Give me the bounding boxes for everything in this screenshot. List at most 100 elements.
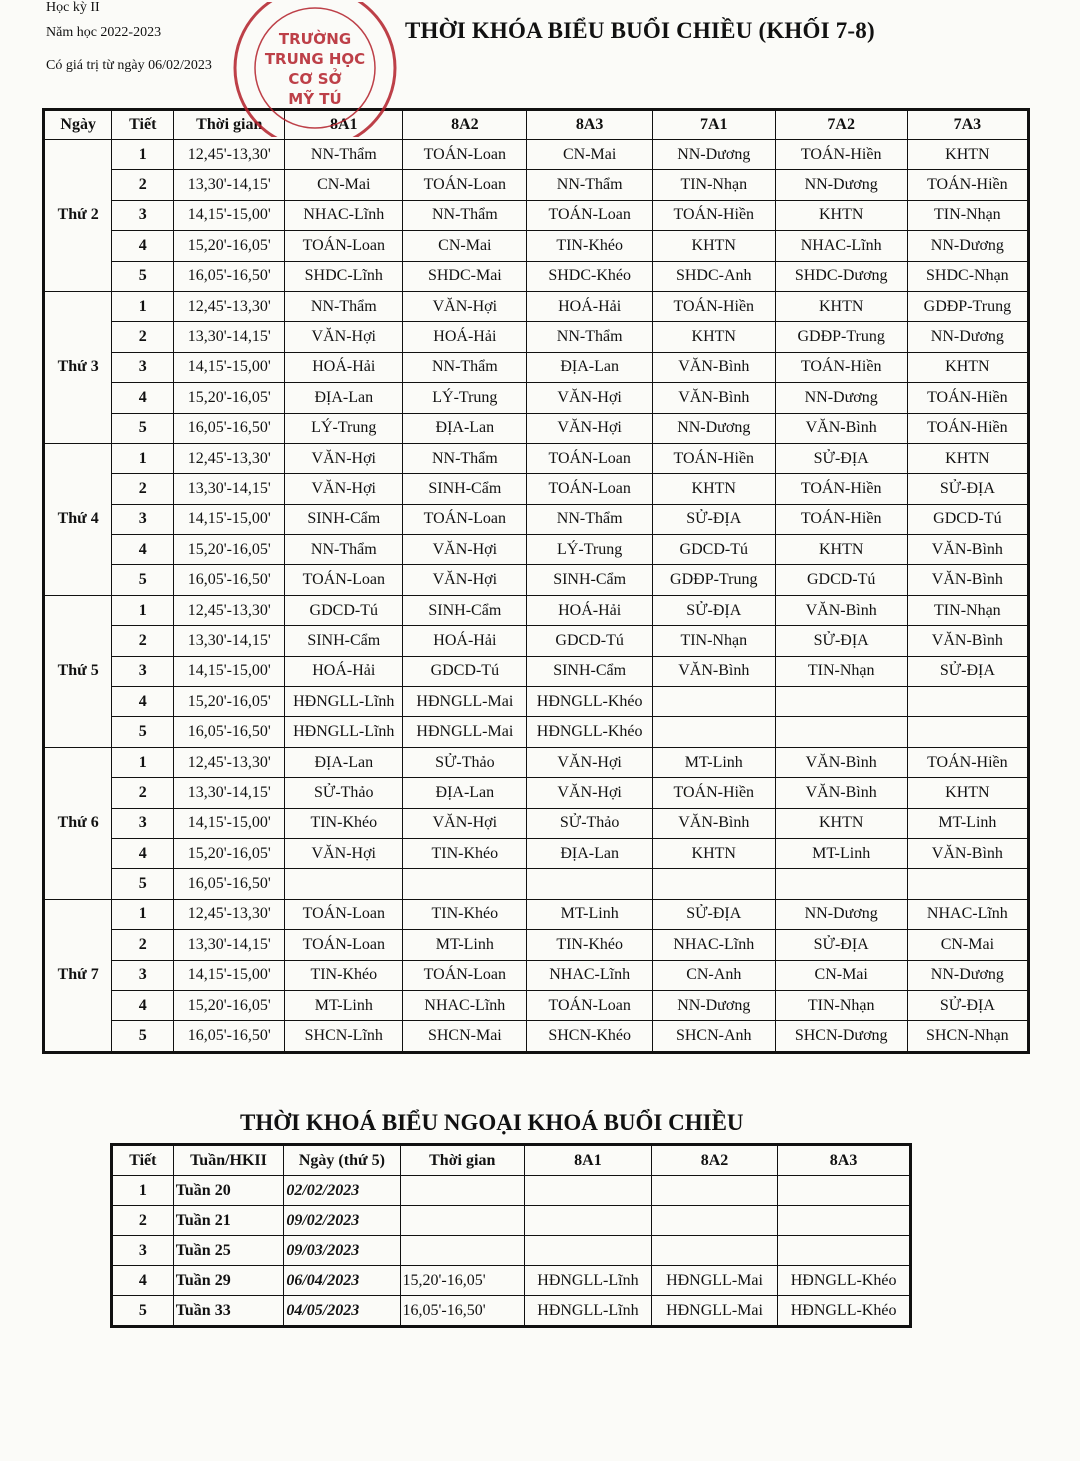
class-cell: HOÁ-Hải [402,625,528,657]
time-cell [399,1205,525,1236]
class-cell: VĂN-Hợi [284,473,404,505]
class-cell: SHCN-Nhạn [906,1020,1030,1053]
column-header: 7A1 [651,109,776,140]
table-row: Thứ 3 1 12,45'-13,30' NN-Thẩm VĂN-Hợi HOÁ-Hải… [42,290,1030,444]
week-cell: Tuần 29 [172,1265,285,1296]
period-cell: 4 [111,382,175,414]
class-cell: HOÁ-Hải [284,351,404,384]
class-cell: VĂN-Bình [906,837,1030,870]
class-cell: SHDC-Mai [402,260,528,292]
time-cell: 14,15'-15,00' [173,503,286,536]
class-cell [774,716,908,748]
time-cell: 16,05'-16,50' [173,1020,286,1053]
class-cell: TOÁN-Hiền [651,777,776,809]
day-cell: Thứ 3 [42,290,113,444]
class-cell: VĂN-Hợi [526,382,653,414]
class-cell: ĐỊA-Lan [402,777,528,809]
period-cell: 3 [111,655,175,688]
table-row: 3 14,15'-15,00' NHAC-Lĩnh NN-Thẩm TOÁN-Loan T… [44,199,1030,232]
class-cell: TOÁN-Hiền [906,169,1030,201]
class-cell [526,868,653,900]
week-cell: Tuần 21 [172,1205,285,1236]
class-cell: KHTN [651,321,776,353]
table-row: 4 Tuần 29 06/04/2023 15,20'-16,05' HĐNGLL-Lĩ… [111,1265,911,1296]
period-cell: 1 [111,442,175,475]
class-cell: VĂN-Bình [774,594,908,627]
class-cell: SHDC-Dương [774,260,908,292]
table-row: 5 16,05'-16,50' SHCN-Lĩnh SHCN-Mai SHCN-Khéo… [44,1020,1030,1053]
stamp-line2: TRUNG HỌC [265,50,365,68]
class-cell: VĂN-Hợi [284,442,404,475]
table-row: 3 14,15'-15,00' HOÁ-Hải GDCD-Tú SINH-Cẩm VĂN-… [44,655,1030,688]
class-cell: GDĐP-Trung [906,290,1030,323]
class-cell: TOÁN-Loan [402,503,528,536]
time-cell: 14,15'-15,00' [173,655,286,688]
period-cell: 5 [111,564,175,596]
stamp-line4: MỸ TÚ [288,89,341,108]
time-cell: 15,20'-16,05' [173,989,286,1022]
class-cell: NHAC-Lĩnh [526,959,653,991]
table-row: 2 13,30'-14,15' SINH-Cẩm HOÁ-Hải GDCD-Tú TIN-… [44,625,1030,657]
week-cell: Tuần 33 [172,1295,285,1327]
table-row: 3 14,15'-15,00' SINH-Cẩm TOÁN-Loan NN-Thẩm SỬ… [44,503,1030,536]
class-cell: NN-Thẩm [284,138,404,171]
class-cell: MT-Linh [526,898,653,931]
time-cell: 16,05'-16,50' [173,564,286,596]
class-cell: SINH-Cẩm [526,655,653,688]
class-cell: VĂN-Hợi [526,412,653,444]
class-cell: TIN-Khéo [526,929,653,961]
class-cell: NHAC-Lĩnh [906,898,1030,931]
table-row: 3 14,15'-15,00' HOÁ-Hải NN-Thẩm ĐỊA-Lan VĂN-B… [44,351,1030,384]
class-cell: SINH-Cẩm [284,503,404,536]
time-cell: 15,20'-16,05' [173,837,286,870]
table-row: Thứ 2 1 12,45'-13,30' NN-Thẩm TOÁN-Loan CN-Ma… [42,138,1030,292]
class-cell: TIN-Khéo [402,837,528,870]
class-cell: NN-Dương [906,321,1030,353]
class-cell: NHAC-Lĩnh [402,989,528,1022]
class-cell: CN-Mai [284,169,404,201]
page-title: THỜI KHÓA BIỂU BUỔI CHIỀU (KHỐI 7-8) [405,18,875,43]
period-cell: 2 [111,473,175,505]
period-cell: 4 [111,989,175,1022]
class-cell: VĂN-Bình [906,534,1030,566]
time-cell: 16,05'-16,50' [173,412,286,444]
period-cell: 2 [111,169,175,201]
time-cell: 12,45'-13,30' [173,442,286,475]
valid-from-label: Có giá trị từ ngày 06/02/2023 [46,58,212,73]
class-cell: GDCD-Tú [906,503,1030,536]
class-cell: TIN-Khéo [284,959,404,991]
class-cell: TOÁN-Loan [284,230,404,262]
class-cell [284,868,404,900]
class-cell: GDCD-Tú [284,594,404,627]
class-cell: TOÁN-Loan [526,442,653,475]
class-cell: SHDC-Lĩnh [284,260,404,292]
class-cell: CN-Mai [906,929,1030,961]
class-cell: HĐNGLL-Khéo [777,1295,911,1327]
timetable-header-row: Ngày Tiết Thời gian 8A1 8A2 8A3 7A1 7A2 7A3 [42,109,1030,140]
table-row: 4 15,20'-16,05' VĂN-Hợi TIN-Khéo ĐỊA-Lan KHTN… [44,837,1030,870]
time-cell: 15,20'-16,05' [399,1265,525,1296]
class-cell: NHAC-Lĩnh [774,230,908,262]
time-cell: 16,05'-16,50' [173,716,286,748]
class-cell: KHTN [651,837,776,870]
class-cell: GDCD-Tú [402,655,528,688]
class-cell: NN-Thẩm [526,169,653,201]
class-cell: KHTN [774,534,908,566]
time-cell: 14,15'-15,00' [173,959,286,991]
period-cell: 2 [111,625,175,657]
class-cell: KHTN [774,290,908,323]
class-cell: VĂN-Hợi [402,534,528,566]
class-cell: TIN-Khéo [526,230,653,262]
class-cell: TOÁN-Hiền [774,473,908,505]
class-cell: TIN-Khéo [284,807,404,839]
column-header: 8A3 [777,1144,911,1176]
class-cell: TOÁN-Loan [526,199,653,232]
week-cell: Tuần 20 [172,1175,285,1206]
day-cell: Thứ 2 [42,139,113,292]
class-cell: HĐNGLL-Mai [650,1265,779,1296]
class-cell: VĂN-Bình [774,746,908,779]
class-cell: VĂN-Hợi [402,564,528,596]
class-cell: HOÁ-Hải [402,321,528,353]
class-cell: TOÁN-Loan [402,138,528,171]
class-cell: TOÁN-Hiền [651,442,776,475]
